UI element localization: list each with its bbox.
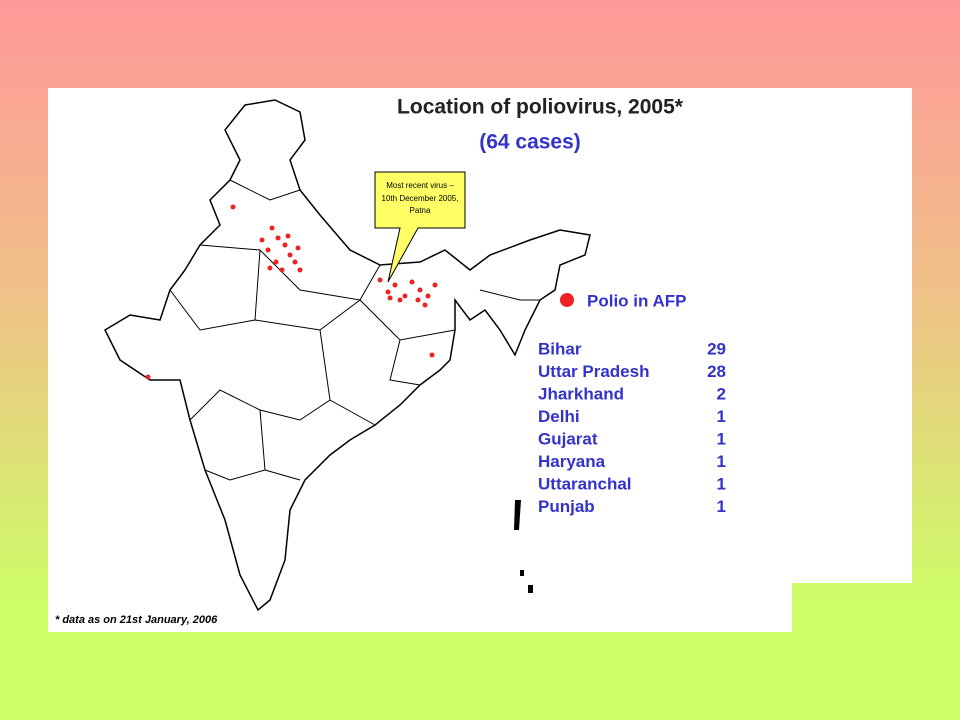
case-dot [259,237,265,243]
case-count: 1 [717,407,726,426]
case-table: Bihar 29 Uttar Pradesh 28 Jharkhand 2 Delhi 1 Gu… [538,339,726,516]
case-count: 28 [707,362,726,381]
case-dot [397,297,403,303]
case-dot [297,267,303,273]
case-count: 1 [717,429,726,448]
case-dot [432,282,438,288]
state-name: Uttar Pradesh [538,362,649,381]
case-count: 29 [707,339,726,358]
case-count: 1 [717,497,726,516]
case-count: 1 [717,452,726,471]
case-dot [282,242,288,248]
state-name: Punjab [538,497,595,516]
state-name: Delhi [538,407,580,426]
case-dot [267,265,273,271]
case-dot [387,295,393,301]
case-dot [292,259,298,265]
callout-line: 10th December 2005, [382,194,459,203]
india-outline [104,99,591,612]
case-dot [385,289,391,295]
legend-dot [560,293,574,307]
case-dot [275,235,281,241]
case-dots [145,204,438,380]
title: Location of poliovirus, 2005* [397,96,684,119]
case-dot [377,277,383,283]
case-dot [265,247,271,253]
case-dot [417,287,423,293]
callout-box [374,171,466,283]
footnote: * data as on 21st January, 2006 [55,614,218,626]
case-dot [402,293,408,299]
legend-label: Polio in AFP [587,291,686,310]
case-count: 1 [717,474,726,493]
callout-line: Patna [410,206,431,215]
panel [48,88,912,632]
case-dot [295,245,301,251]
case-dot [287,252,293,258]
case-dot [145,374,151,380]
islands [514,500,533,593]
state-name: Haryana [538,452,606,471]
case-dot [429,352,435,358]
case-dot [230,204,236,210]
case-dot [425,293,431,299]
state-name: Uttaranchal [538,474,632,493]
state-name: Bihar [538,339,582,358]
callout-line: Most recent virus – [386,181,454,190]
case-dot [273,259,279,265]
subtitle: (64 cases) [479,131,581,154]
state-borders [169,179,540,481]
case-dot [285,233,291,239]
case-dot [269,225,275,231]
case-dot [279,267,285,273]
case-dot [392,282,398,288]
case-dot [415,297,421,303]
case-dot [409,279,415,285]
state-name: Gujarat [538,429,598,448]
case-dot [422,302,428,308]
state-name: Jharkhand [538,384,624,403]
case-count: 2 [717,384,726,403]
